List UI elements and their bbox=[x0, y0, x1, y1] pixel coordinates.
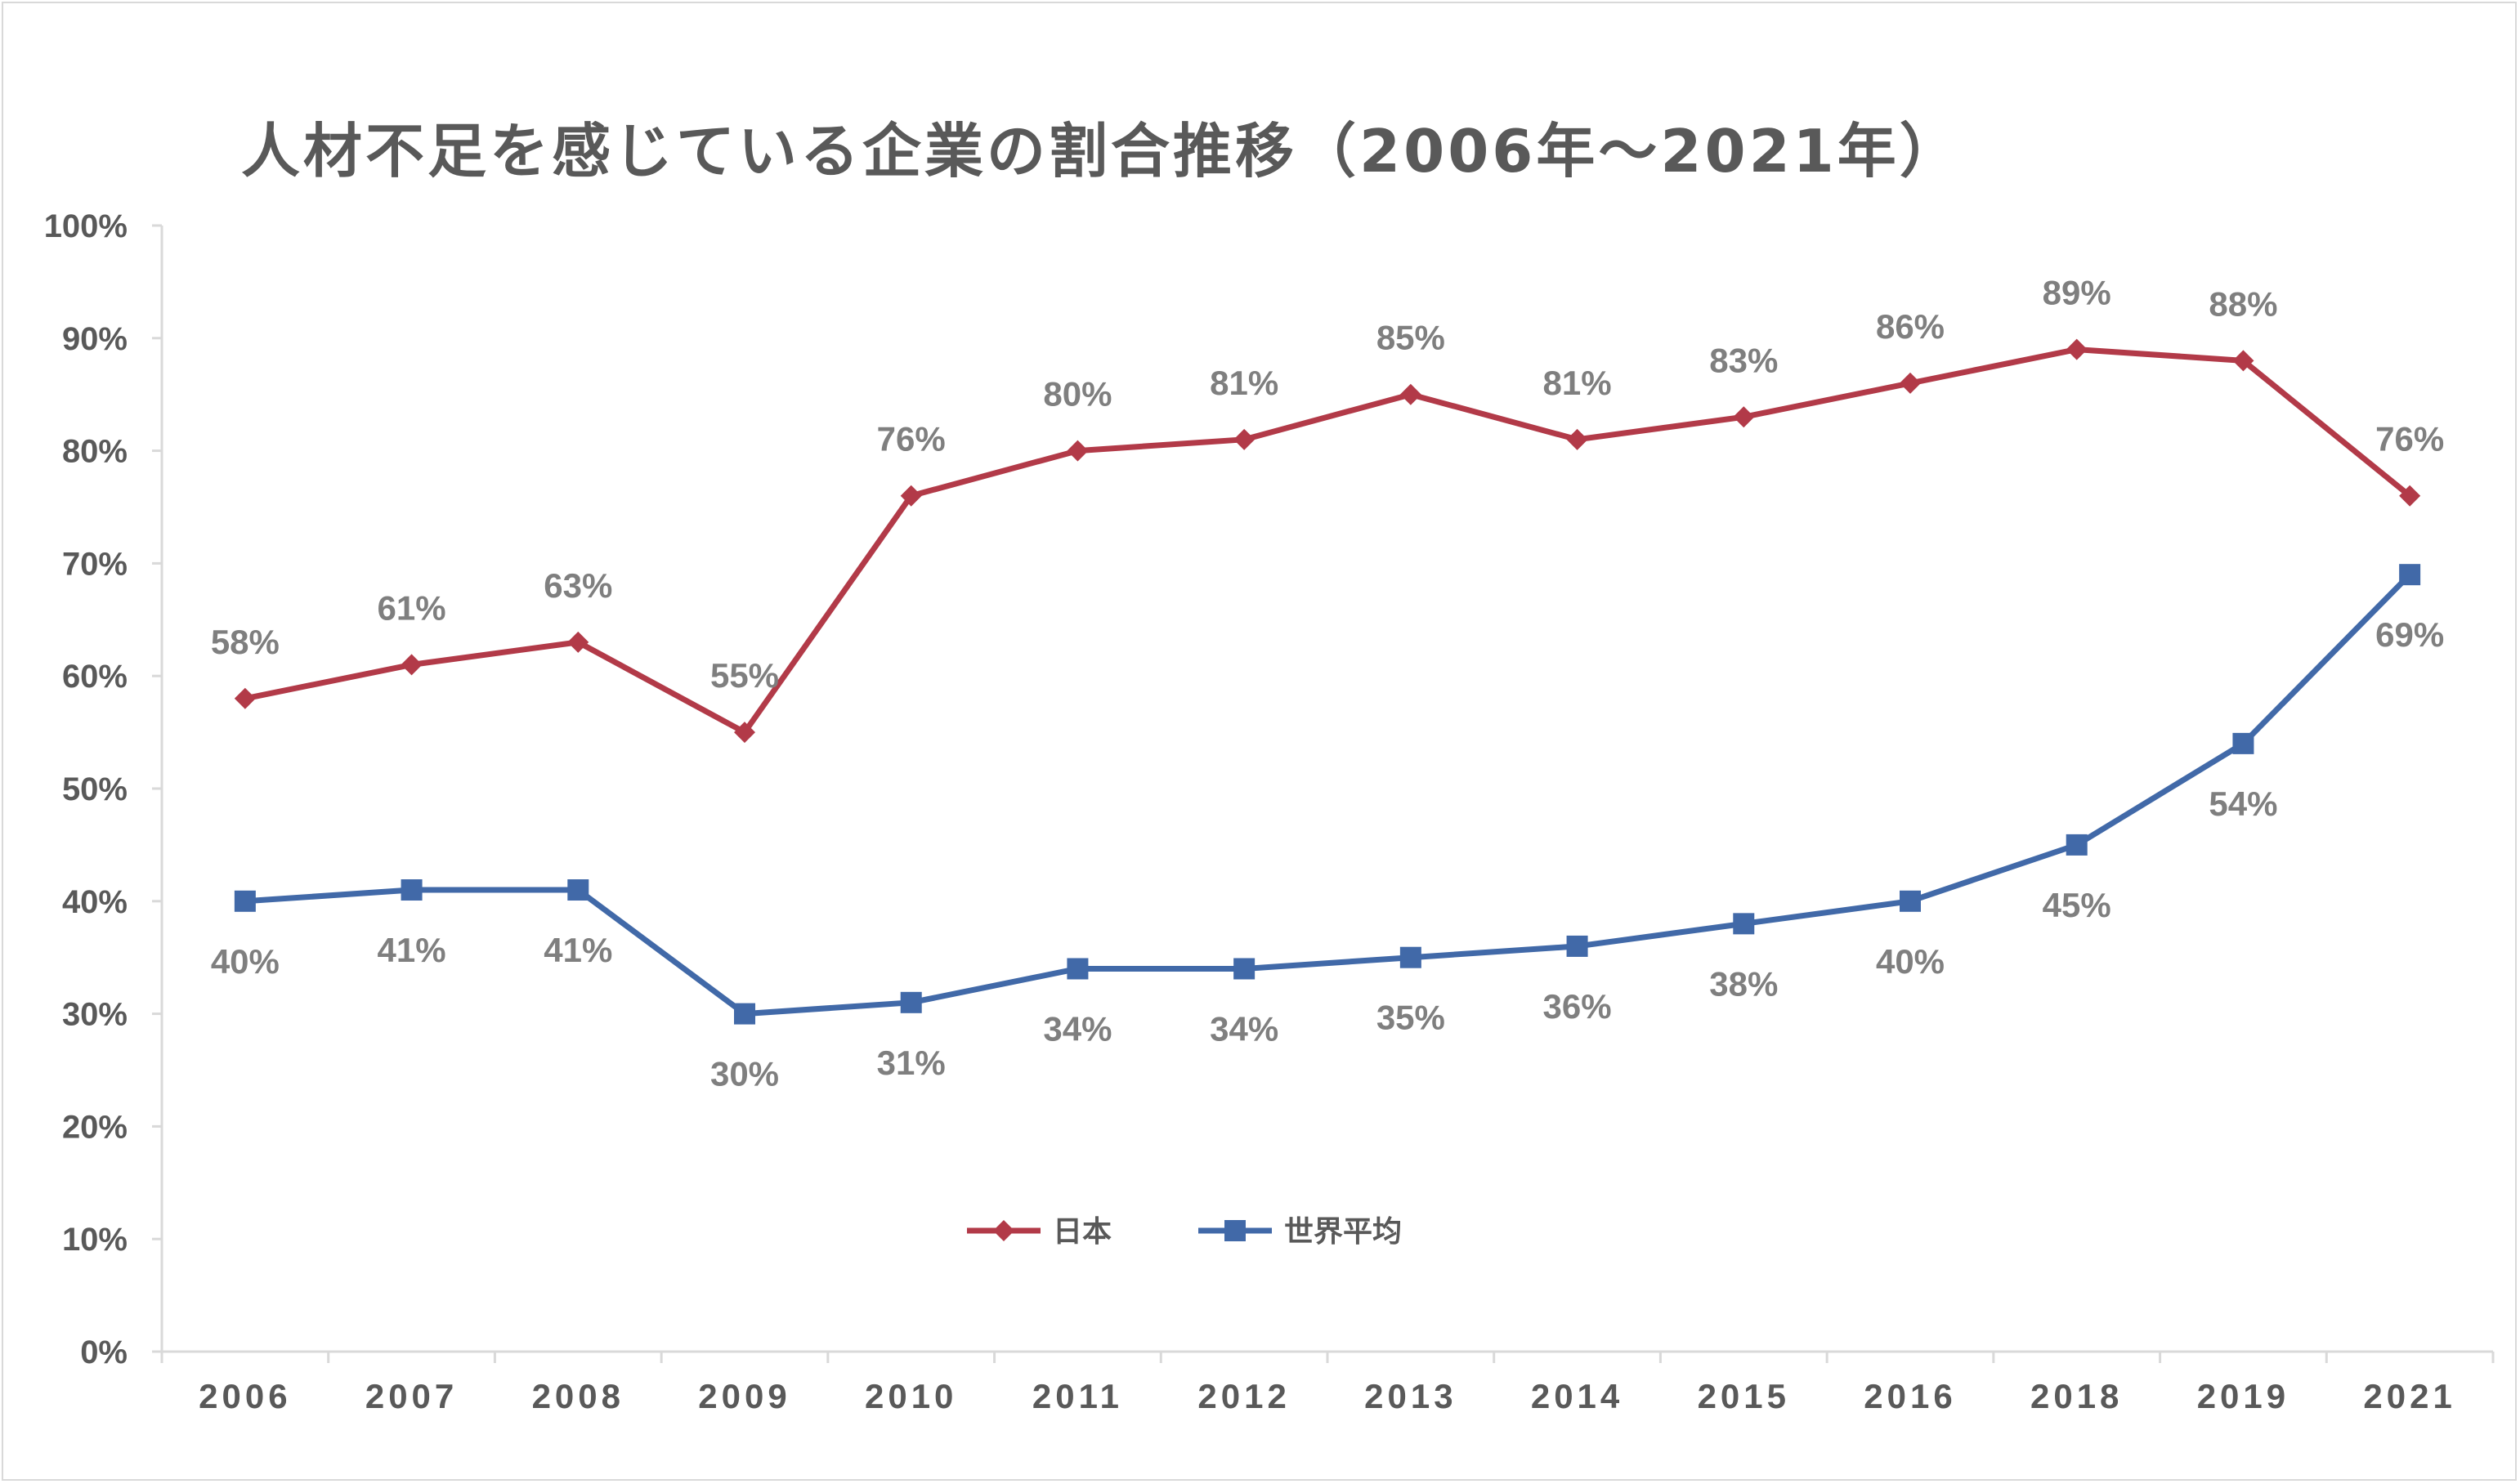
x-tick-label: 2007 bbox=[365, 1377, 458, 1415]
data-label: 88% bbox=[2209, 284, 2277, 323]
legend-label: 日本 bbox=[1053, 1215, 1112, 1249]
series-line bbox=[242, 346, 2413, 735]
y-tick-label: 20% bbox=[62, 1109, 128, 1145]
data-point bbox=[1566, 428, 1588, 450]
x-tick-label: 2009 bbox=[698, 1377, 790, 1415]
series-layer bbox=[234, 338, 2421, 1025]
y-tick-label: 30% bbox=[62, 997, 128, 1033]
data-point bbox=[2232, 350, 2254, 372]
data-label: 80% bbox=[1043, 375, 1112, 413]
legend-label: 世界平均 bbox=[1284, 1215, 1402, 1249]
x-tick-label: 2008 bbox=[532, 1377, 624, 1415]
legend: 日本 世界平均 bbox=[967, 1215, 1402, 1249]
y-tick-label: 90% bbox=[62, 321, 128, 357]
data-label: 54% bbox=[2209, 784, 2277, 823]
legend-marker bbox=[993, 1220, 1014, 1241]
series-line bbox=[242, 571, 2413, 1017]
data-label: 63% bbox=[544, 566, 612, 605]
x-tick-label: 2019 bbox=[2197, 1377, 2289, 1415]
data-label: 31% bbox=[877, 1044, 946, 1082]
x-tick-label: 2018 bbox=[2030, 1377, 2123, 1415]
x-tick-label: 2006 bbox=[199, 1377, 291, 1415]
data-label: 34% bbox=[1210, 1009, 1278, 1048]
data-label: 38% bbox=[1709, 964, 1778, 1003]
data-label: 30% bbox=[710, 1055, 779, 1093]
data-point bbox=[2066, 338, 2088, 360]
data-label: 40% bbox=[211, 942, 280, 981]
y-tick-label: 100% bbox=[44, 208, 128, 244]
x-tick-label: 2011 bbox=[1032, 1377, 1123, 1415]
data-label: 83% bbox=[1709, 341, 1778, 379]
series-world-average bbox=[234, 564, 2421, 1025]
data-point bbox=[1733, 913, 1755, 935]
data-point bbox=[567, 879, 589, 901]
data-label: 55% bbox=[710, 656, 779, 695]
data-label: 76% bbox=[2375, 420, 2444, 458]
y-tick-label: 40% bbox=[62, 884, 128, 920]
data-label: 86% bbox=[1876, 307, 1945, 346]
data-point bbox=[1566, 935, 1588, 957]
data-label: 89% bbox=[2043, 274, 2111, 312]
series-japan bbox=[234, 338, 2421, 744]
x-tick-label: 2012 bbox=[1197, 1377, 1290, 1415]
data-point bbox=[2399, 564, 2421, 586]
x-tick-label: 2010 bbox=[865, 1377, 957, 1415]
data-label: 45% bbox=[2043, 886, 2111, 924]
x-tick-label: 2013 bbox=[1364, 1377, 1457, 1415]
x-tick-label: 2014 bbox=[1531, 1377, 1623, 1415]
axes: 0% 10% 20% 30% 40% 50% 60% 70% 80% 90% 100% 2006 200… bbox=[44, 208, 2495, 1415]
data-point bbox=[900, 991, 922, 1013]
data-point bbox=[567, 631, 589, 653]
data-point bbox=[2232, 732, 2254, 754]
data-point bbox=[1067, 440, 1089, 462]
y-tick-label: 10% bbox=[62, 1222, 128, 1258]
y-tick-label: 0% bbox=[80, 1334, 128, 1370]
data-point bbox=[401, 654, 423, 676]
legend-item-japan: 日本 bbox=[967, 1215, 1112, 1249]
data-label: 35% bbox=[1376, 999, 1445, 1037]
data-point bbox=[1399, 946, 1421, 968]
data-label: 69% bbox=[2375, 615, 2444, 654]
chart-title: 人材不足を感じている企業の割合推移（2006年～2021年） bbox=[241, 117, 1962, 186]
y-tick-label: 60% bbox=[62, 659, 128, 695]
legend-marker bbox=[1224, 1220, 1246, 1241]
data-label: 34% bbox=[1043, 1009, 1112, 1048]
data-point bbox=[734, 722, 755, 744]
data-point bbox=[1900, 890, 1921, 912]
data-point bbox=[401, 879, 423, 901]
data-label: 81% bbox=[1210, 364, 1278, 402]
data-label: 58% bbox=[211, 623, 280, 661]
legend-item-world-average: 世界平均 bbox=[1198, 1215, 1402, 1249]
data-point bbox=[2066, 834, 2088, 856]
data-point bbox=[734, 1003, 755, 1025]
y-tick-label: 50% bbox=[62, 771, 128, 807]
data-point bbox=[900, 485, 922, 507]
data-point bbox=[1233, 958, 1256, 980]
data-label: 81% bbox=[1543, 364, 1612, 402]
y-tick-label: 80% bbox=[62, 434, 128, 470]
data-point bbox=[2399, 485, 2421, 507]
y-tick-label: 70% bbox=[62, 546, 128, 582]
data-point bbox=[1233, 428, 1256, 450]
data-label: 85% bbox=[1376, 319, 1445, 357]
data-point bbox=[1733, 406, 1755, 428]
data-point bbox=[1067, 958, 1089, 980]
data-point bbox=[1399, 383, 1421, 405]
x-tick-label: 2016 bbox=[1864, 1377, 1956, 1415]
x-tick-label: 2015 bbox=[1698, 1377, 1790, 1415]
data-label: 76% bbox=[877, 420, 946, 458]
data-point bbox=[234, 687, 256, 709]
x-tick-label: 2021 bbox=[2363, 1377, 2455, 1415]
data-label: 41% bbox=[544, 931, 612, 969]
data-point bbox=[234, 890, 256, 912]
data-label: 41% bbox=[378, 931, 446, 969]
data-label: 61% bbox=[378, 588, 446, 627]
data-label: 40% bbox=[1876, 942, 1945, 981]
data-labels: 58% 61% 63% 55% 76% 80% 81% 85% 81% 83% 86% 89% 88% 7… bbox=[211, 274, 2444, 1093]
data-point bbox=[1900, 372, 1921, 394]
data-label: 36% bbox=[1543, 987, 1612, 1026]
